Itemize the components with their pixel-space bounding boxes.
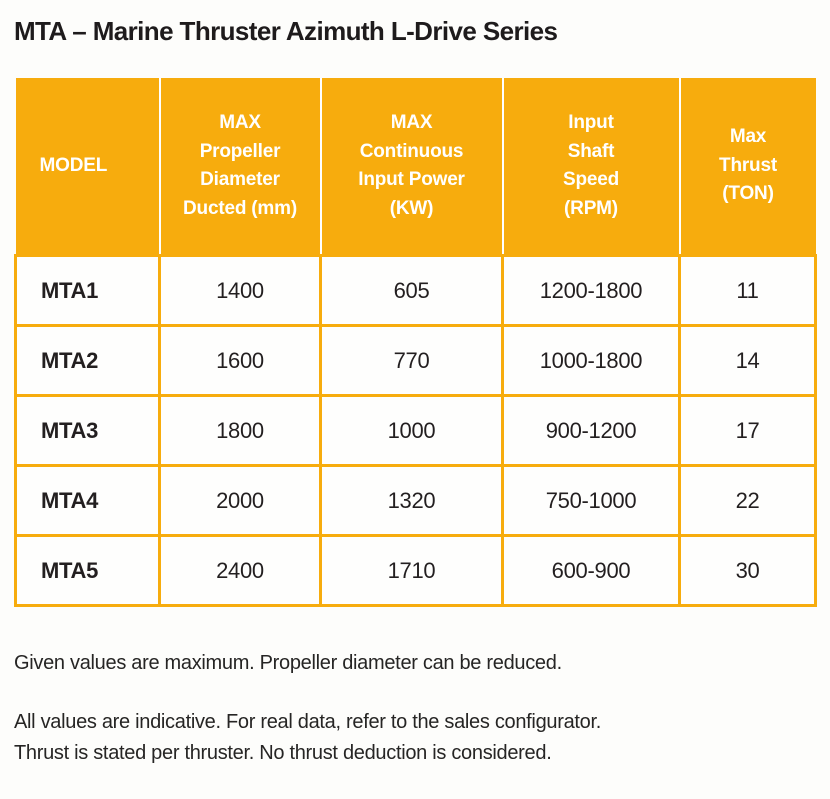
column-header-model: MODEL <box>15 78 160 256</box>
page-title: MTA – Marine Thruster Azimuth L-Drive Se… <box>14 16 558 46</box>
input-power-value: 1710 <box>319 534 504 607</box>
shaft-speed-value: 1000-1800 <box>501 324 681 397</box>
shaft-speed-value: 600-900 <box>501 534 681 607</box>
input-power-value: 770 <box>319 324 504 397</box>
model-name: MTA5 <box>14 534 161 607</box>
shaft-speed-value: 1200-1800 <box>501 254 681 327</box>
shaft-speed-value: 750-1000 <box>501 464 681 537</box>
input-power-value: 1320 <box>319 464 504 537</box>
column-header-max-thrust: Max Thrust (TON) <box>678 78 816 256</box>
table-body: MTA1 1400 605 1200-1800 11 MTA2 1600 770… <box>14 254 817 607</box>
max-thrust-value: 11 <box>678 254 817 327</box>
max-thrust-value: 14 <box>678 324 817 397</box>
table-row: MTA1 1400 605 1200-1800 11 <box>14 254 817 327</box>
max-thrust-value: 17 <box>678 394 817 467</box>
column-header-propeller-diameter: MAX Propeller Diameter Ducted (mm) <box>158 78 321 256</box>
propeller-diameter-value: 1400 <box>158 254 322 327</box>
propeller-diameter-value: 1800 <box>158 394 322 467</box>
max-thrust-value: 22 <box>678 464 817 537</box>
model-name: MTA2 <box>14 324 161 397</box>
input-power-value: 1000 <box>319 394 504 467</box>
header-row: MODEL MAX Propeller Diameter Ducted (mm)… <box>15 78 816 256</box>
table-header: MODEL MAX Propeller Diameter Ducted (mm)… <box>15 78 816 256</box>
model-name: MTA4 <box>14 464 161 537</box>
input-power-value: 605 <box>319 254 504 327</box>
propeller-diameter-value: 2000 <box>158 464 322 537</box>
footnote-indicative-values: All values are indicative. For real data… <box>14 711 602 764</box>
max-thrust-value: 30 <box>678 534 817 607</box>
model-name: MTA3 <box>14 394 161 467</box>
column-header-input-power: MAX Continuous Input Power (KW) <box>319 78 503 256</box>
table-row: MTA2 1600 770 1000-1800 14 <box>14 324 817 397</box>
shaft-speed-value: 900-1200 <box>501 394 681 467</box>
table-row: MTA4 2000 1320 750-1000 22 <box>14 464 817 537</box>
propeller-diameter-value: 1600 <box>158 324 322 397</box>
footnote-maximum-values: Given values are maximum. Propeller diam… <box>14 652 562 674</box>
propeller-diameter-value: 2400 <box>158 534 322 607</box>
table-row: MTA5 2400 1710 600-900 30 <box>14 534 817 607</box>
table-row: MTA3 1800 1000 900-1200 17 <box>14 394 817 467</box>
column-header-shaft-speed: Input Shaft Speed (RPM) <box>501 78 680 256</box>
thruster-spec-table: MODEL MAX Propeller Diameter Ducted (mm)… <box>14 78 817 607</box>
model-name: MTA1 <box>14 254 161 327</box>
